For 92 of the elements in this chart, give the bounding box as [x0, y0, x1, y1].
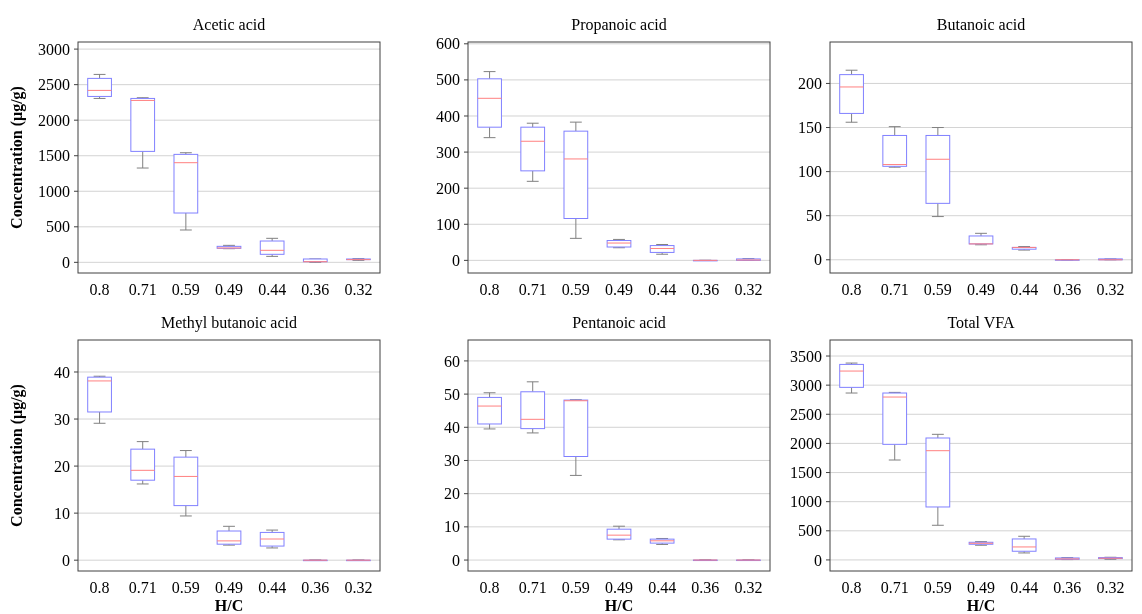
y-tick-label: 200 [436, 179, 460, 197]
y-tick-label: 500 [798, 522, 822, 540]
x-tick-label: 0.44 [258, 579, 287, 596]
y-tick-label: 300 [436, 143, 460, 161]
x-tick-label: 0.8 [479, 579, 500, 596]
y-tick-label: 2000 [790, 435, 822, 453]
x-tick-label: 0.8 [841, 281, 862, 298]
y-tick-label: 0 [452, 551, 460, 569]
y-tick-label: 20 [54, 457, 70, 475]
x-tick-label: 0.36 [691, 579, 720, 596]
x-tick-label: 0.8 [89, 579, 110, 596]
y-tick-label: 40 [54, 363, 70, 381]
y-tick-label: 20 [444, 485, 460, 503]
y-tick-label: 500 [436, 71, 460, 89]
x-tick-label: 0.32 [1096, 579, 1125, 596]
x-tick-label: 0.59 [923, 579, 952, 596]
x-tick-label: 0.32 [734, 281, 763, 298]
x-tick-label: 0.32 [1096, 281, 1125, 298]
y-tick-label: 100 [798, 163, 822, 181]
y-tick-label: 0 [814, 251, 822, 269]
x-tick-label: 0.44 [258, 281, 287, 298]
y-tick-label: 1500 [790, 464, 822, 482]
chart-title: Propanoic acid [571, 16, 667, 34]
y-tick-label: 60 [444, 352, 460, 370]
x-tick-label: 0.49 [605, 579, 633, 596]
y-axis-title: Concentration (μg/g) [8, 384, 26, 527]
x-tick-label: 0.32 [734, 579, 763, 596]
y-tick-label: 1000 [790, 493, 822, 511]
y-tick-label: 3000 [38, 40, 70, 58]
y-tick-label: 400 [436, 107, 460, 125]
chart-title: Methyl butanoic acid [161, 314, 297, 332]
chart-title: Total VFA [947, 314, 1016, 331]
y-tick-label: 2500 [38, 76, 70, 94]
y-tick-label: 0 [62, 551, 70, 569]
y-tick-label: 0 [814, 551, 822, 569]
x-axis-title: H/C [604, 597, 634, 614]
x-tick-label: 0.49 [215, 579, 243, 596]
x-tick-label: 0.49 [215, 281, 243, 298]
x-tick-label: 0.8 [89, 281, 110, 298]
x-tick-label: 0.36 [301, 281, 330, 298]
x-tick-label: 0.44 [648, 579, 677, 596]
y-tick-label: 0 [62, 253, 70, 271]
x-tick-label: 0.8 [479, 281, 500, 298]
y-tick-label: 1500 [38, 147, 70, 165]
x-tick-label: 0.59 [561, 281, 590, 298]
x-tick-label: 0.36 [691, 281, 720, 298]
x-tick-label: 0.32 [344, 579, 373, 596]
y-tick-label: 3500 [790, 347, 822, 365]
x-tick-label: 0.36 [1053, 579, 1082, 596]
x-tick-label: 0.36 [301, 579, 330, 596]
y-tick-label: 500 [46, 218, 70, 236]
x-tick-label: 0.59 [561, 579, 590, 596]
y-tick-label: 10 [54, 504, 70, 522]
chart-title: Butanoic acid [936, 16, 1026, 33]
x-tick-label: 0.71 [880, 281, 909, 298]
x-tick-label: 0.44 [1010, 281, 1039, 298]
x-tick-label: 0.59 [171, 281, 200, 298]
x-tick-label: 0.49 [967, 579, 995, 596]
chart-title: Pentanoic acid [572, 314, 666, 331]
y-tick-label: 100 [436, 215, 460, 233]
y-tick-label: 150 [798, 119, 822, 137]
y-tick-label: 30 [54, 410, 70, 428]
y-axis-title: Concentration (μg/g) [8, 86, 26, 229]
y-tick-label: 2500 [790, 405, 822, 423]
y-tick-label: 10 [444, 518, 460, 536]
x-tick-label: 0.71 [128, 579, 157, 596]
x-axis-title: H/C [966, 597, 996, 614]
y-tick-label: 50 [444, 385, 460, 403]
x-tick-label: 0.71 [128, 281, 157, 298]
y-tick-label: 2000 [38, 111, 70, 129]
x-tick-label: 0.36 [1053, 281, 1082, 298]
y-tick-label: 50 [806, 207, 822, 225]
y-tick-label: 3000 [790, 376, 822, 394]
x-tick-label: 0.8 [841, 579, 862, 596]
x-tick-label: 0.44 [648, 281, 677, 298]
x-tick-label: 0.71 [518, 579, 547, 596]
y-tick-label: 1000 [38, 182, 70, 200]
x-tick-label: 0.32 [344, 281, 373, 298]
chart-title: Acetic acid [192, 16, 266, 33]
y-tick-label: 600 [436, 35, 460, 53]
x-tick-label: 0.49 [605, 281, 633, 298]
x-tick-label: 0.71 [518, 281, 547, 298]
y-tick-label: 40 [444, 418, 460, 436]
y-tick-label: 0 [452, 251, 460, 269]
x-tick-label: 0.59 [923, 281, 952, 298]
x-tick-label: 0.71 [880, 579, 909, 596]
y-tick-label: 30 [444, 452, 460, 470]
y-tick-label: 200 [798, 75, 822, 93]
x-tick-label: 0.49 [967, 281, 995, 298]
x-tick-label: 0.59 [171, 579, 200, 596]
x-tick-label: 0.44 [1010, 579, 1039, 596]
x-axis-title: H/C [214, 597, 244, 614]
